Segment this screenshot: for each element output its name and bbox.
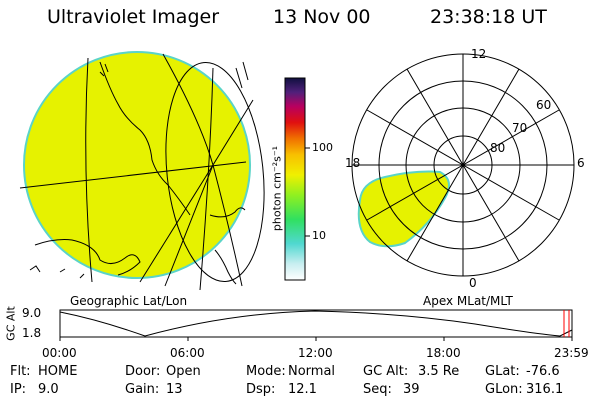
xtick-2359: 23:59: [554, 346, 589, 360]
colorbar: [284, 77, 306, 281]
meridian-2: [199, 67, 214, 291]
altitude-plot: [59, 309, 573, 341]
geo-emission-disk: [23, 51, 251, 279]
altitude-ylabel: GC Alt: [4, 306, 18, 341]
geo-grid: [19, 53, 265, 291]
glon-label: GLon:: [485, 382, 523, 397]
altitude-ytick-9: 9.0: [22, 306, 42, 320]
dsp-label: Dsp:: [246, 382, 276, 397]
glon-value: 316.1: [526, 382, 564, 397]
colorbar-label-10: 10: [312, 229, 326, 242]
xtick-1800: 18:00: [426, 346, 461, 360]
polar-emission-oval: [357, 170, 450, 248]
mode-label: Mode:: [246, 364, 286, 379]
seq-value: 39: [403, 382, 420, 397]
gc-alt-label: GC Alt:: [363, 364, 409, 379]
mlat-label-70: 70: [512, 121, 528, 135]
xtick-0000: 00:00: [42, 346, 77, 360]
xtick-0600: 06:00: [170, 346, 205, 360]
polar-panel-caption: Apex MLat/MLT: [423, 294, 513, 308]
seq-label: Seq:: [363, 382, 392, 397]
instrument-title: Ultraviolet Imager: [47, 6, 220, 28]
lat-line-2: [165, 61, 265, 283]
flt-label: Flt:: [10, 364, 31, 379]
meridian-1: [85, 57, 93, 283]
mlt-label-0: 0: [469, 276, 477, 290]
lat-line-4: [139, 164, 214, 283]
polar-panel: [351, 53, 575, 277]
ip-label: IP:: [10, 382, 27, 397]
geographic-panel: [19, 51, 265, 291]
mlt-label-6: 6: [577, 156, 585, 170]
glat-label: GLat:: [485, 364, 520, 379]
mlt-label-12: 12: [471, 47, 487, 61]
dsp-value: 12.1: [288, 382, 317, 397]
gc-alt-value: 3.5 Re: [418, 364, 460, 379]
mlt-label-18: 18: [345, 156, 361, 170]
mlt-spokes: [352, 54, 574, 276]
mlat-label-60: 60: [536, 98, 552, 112]
altitude-trace: [59, 310, 573, 337]
altitude-ytick-1-8: 1.8: [22, 326, 42, 340]
time-label: 23:38:18 UT: [430, 6, 547, 28]
date-label: 13 Nov 00: [273, 6, 371, 28]
door-value: Open: [166, 364, 201, 379]
flt-value: HOME: [38, 364, 78, 379]
lat-line-1: [19, 161, 247, 189]
mode-value: Normal: [288, 364, 336, 379]
gain-value: 13: [166, 382, 183, 397]
gain-label: Gain:: [125, 382, 160, 397]
glat-value: -76.6: [526, 364, 560, 379]
coastlines: [29, 61, 249, 285]
ip-value: 9.0: [38, 382, 59, 397]
colorbar-unit-label: photon cm⁻²s⁻¹: [270, 145, 284, 232]
colorbar-label-100: 100: [312, 141, 333, 154]
geo-panel-caption: Geographic Lat/Lon: [70, 294, 188, 308]
door-label: Door:: [125, 364, 161, 379]
mlat-label-80: 80: [490, 141, 506, 155]
xtick-1200: 12:00: [298, 346, 333, 360]
